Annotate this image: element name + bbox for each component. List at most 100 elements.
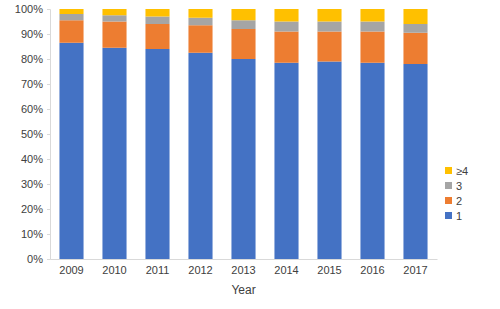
bar (403, 24, 427, 33)
x-tick-label: 2012 (188, 264, 212, 276)
bar (403, 9, 427, 24)
x-axis: 2009 2010 2011 2012 2013 2014 2015 2016 2017 (51, 259, 438, 276)
x-tick-label: 2009 (59, 264, 83, 276)
bar (102, 15, 126, 21)
legend-item: 1 (445, 210, 462, 222)
y-tick-label: 40% (21, 153, 43, 165)
legend-swatch (445, 197, 452, 204)
y-tick-label: 10% (21, 228, 43, 240)
bar (317, 62, 341, 260)
x-axis-line (51, 259, 438, 260)
bar (188, 9, 212, 18)
y-tick: 40% (21, 153, 50, 165)
x-tick-label: 2015 (317, 264, 341, 276)
bar (145, 24, 169, 49)
legend-swatch (445, 212, 452, 219)
x-tick-label: 2017 (403, 264, 427, 276)
y-tick: 0% (27, 253, 50, 265)
bar (102, 22, 126, 48)
bar (231, 29, 255, 59)
bar (403, 33, 427, 64)
x-tick: 2011 (146, 259, 170, 276)
y-tick-label: 60% (21, 103, 43, 115)
x-tick: 2016 (360, 259, 384, 276)
bar (145, 17, 169, 25)
bar (317, 9, 341, 22)
bar (317, 22, 341, 32)
bar (360, 32, 384, 63)
bar (231, 59, 255, 259)
bar (59, 9, 83, 14)
legend-swatch (445, 182, 452, 189)
bar (231, 9, 255, 20)
bar (59, 43, 83, 259)
bar (360, 22, 384, 32)
y-tick-mark (47, 159, 50, 160)
bar (231, 20, 255, 29)
y-tick-mark (47, 134, 50, 135)
legend-label: ≥4 (456, 165, 468, 177)
x-axis-title: Year (231, 283, 255, 297)
y-tick-mark (47, 209, 50, 210)
y-tick-label: 20% (21, 203, 43, 215)
legend-label: 3 (456, 180, 462, 192)
plot: 0%10%20%30%40%50%60%70%80%90%100%2009201… (15, 3, 438, 276)
x-tick-label: 2014 (274, 264, 298, 276)
x-tick: 2010 (102, 259, 126, 276)
x-tick: 2013 (231, 259, 255, 276)
y-tick: 90% (21, 28, 50, 40)
x-tick: 2012 (188, 259, 212, 276)
bar (145, 9, 169, 17)
x-tick-label: 2013 (231, 264, 255, 276)
series (59, 43, 427, 259)
y-tick: 70% (21, 78, 50, 90)
bar (403, 64, 427, 259)
legend-swatch (445, 167, 452, 174)
y-axis-line (47, 10, 51, 260)
bar (274, 63, 298, 259)
bar (274, 32, 298, 63)
y-tick-label: 70% (21, 78, 43, 90)
legend: ≥4 3 2 1 (445, 165, 468, 222)
y-tick-mark (47, 109, 50, 110)
y-tick: 30% (21, 178, 50, 190)
y-tick-label: 90% (21, 28, 43, 40)
y-tick-mark (47, 184, 50, 185)
bar (188, 25, 212, 53)
bar (274, 9, 298, 22)
bar (360, 63, 384, 259)
bar (145, 49, 169, 259)
y-tick: 100% (15, 3, 50, 15)
bar (188, 18, 212, 26)
y-tick-label: 100% (15, 3, 43, 15)
x-tick-label: 2011 (146, 264, 170, 276)
legend-item: 2 (445, 195, 462, 207)
bar (59, 14, 83, 20)
y-tick: 60% (21, 103, 50, 115)
bar (317, 32, 341, 62)
bar (59, 20, 83, 43)
y-tick-mark (47, 259, 50, 260)
y-tick: 10% (21, 228, 50, 240)
bar (102, 48, 126, 259)
x-tick: 2014 (274, 259, 298, 276)
x-tick-label: 2016 (360, 264, 384, 276)
bars (59, 9, 427, 259)
y-tick: 50% (21, 128, 50, 140)
x-tick: 2009 (59, 259, 83, 276)
y-tick-mark (47, 84, 50, 85)
bar (274, 22, 298, 32)
y-tick-label: 0% (27, 253, 43, 265)
series (59, 20, 427, 64)
legend-item: 3 (445, 180, 462, 192)
series (59, 9, 427, 24)
y-tick: 20% (21, 203, 50, 215)
y-tick-label: 30% (21, 178, 43, 190)
y-tick-mark (47, 59, 50, 60)
chart: 0%10%20%30%40%50%60%70%80%90%100%2009201… (0, 0, 500, 309)
y-tick-mark (47, 34, 50, 35)
y-tick-mark (47, 9, 50, 10)
bar (360, 9, 384, 22)
bar (188, 53, 212, 259)
bar (102, 9, 126, 15)
